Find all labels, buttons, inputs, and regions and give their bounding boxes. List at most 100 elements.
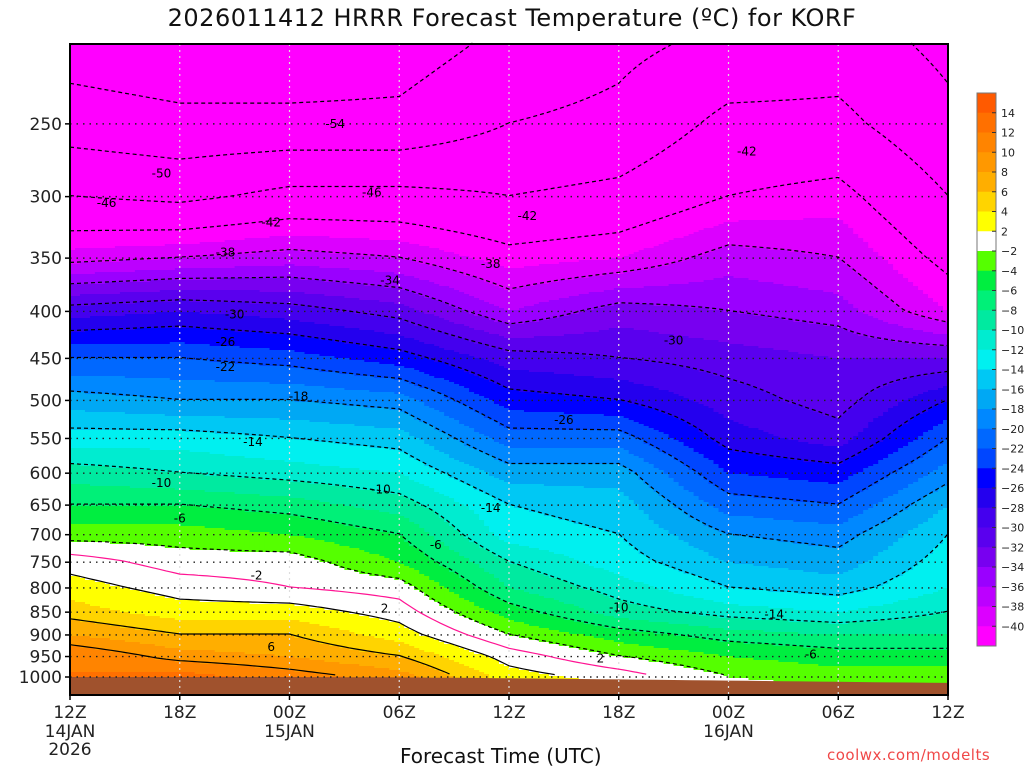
temperature-band-cell bbox=[519, 370, 525, 392]
temperature-band-cell bbox=[658, 452, 665, 470]
temperature-band-cell bbox=[449, 526, 455, 550]
temperature-band-cell bbox=[224, 418, 231, 434]
temperature-band-cell bbox=[753, 644, 759, 660]
temperature-band-cell bbox=[868, 508, 874, 530]
temperature-band-cell bbox=[234, 290, 241, 302]
temperature-band-cell bbox=[543, 352, 550, 372]
temperature-band-cell bbox=[553, 630, 560, 644]
temperature-band-cell bbox=[459, 598, 465, 616]
x-tick-sub: 16JAN bbox=[703, 722, 754, 742]
temperature-band-cell bbox=[219, 652, 226, 664]
temperature-band-cell bbox=[469, 276, 475, 296]
temperature-band-cell bbox=[134, 282, 141, 292]
temperature-band-cell bbox=[109, 330, 116, 344]
temperature-band-cell bbox=[229, 254, 236, 268]
temperature-band-cell bbox=[194, 258, 201, 268]
temperature-band-cell bbox=[204, 452, 211, 476]
temperature-band-cell bbox=[533, 448, 540, 464]
temperature-band-cell bbox=[294, 336, 301, 352]
temperature-band-cell bbox=[184, 634, 191, 650]
temperature-band-cell bbox=[908, 442, 914, 464]
temperature-band-cell bbox=[548, 44, 555, 264]
temperature-band-cell bbox=[214, 302, 221, 314]
temperature-band-cell bbox=[558, 394, 565, 412]
temperature-band-cell bbox=[379, 668, 385, 682]
temperature-band-cell bbox=[229, 382, 236, 400]
temperature-band-cell bbox=[164, 660, 171, 672]
temperature-band-cell bbox=[374, 286, 380, 300]
temperature-band-cell bbox=[384, 654, 390, 668]
temperature-band-cell bbox=[224, 652, 231, 664]
temperature-band-cell bbox=[638, 384, 645, 406]
temperature-band-cell bbox=[444, 252, 450, 270]
temperature-band-cell bbox=[394, 428, 400, 450]
colorbar-swatch bbox=[977, 488, 996, 509]
temperature-band-cell bbox=[583, 488, 590, 526]
temperature-band-cell bbox=[294, 516, 301, 536]
temperature-band-cell bbox=[698, 256, 705, 282]
temperature-band-cell bbox=[469, 510, 475, 542]
temperature-band-cell bbox=[713, 616, 720, 628]
temperature-band-cell bbox=[499, 558, 505, 582]
temperature-band-cell bbox=[229, 316, 236, 330]
temperature-band-cell bbox=[878, 606, 884, 620]
temperature-band-cell bbox=[359, 550, 365, 574]
temperature-band-cell bbox=[419, 484, 425, 506]
temperature-band-cell bbox=[688, 638, 695, 652]
credit-link[interactable]: coolwx.com/modelts bbox=[827, 746, 991, 764]
temperature-band-cell bbox=[808, 610, 814, 622]
temperature-band-cell bbox=[728, 344, 735, 380]
temperature-band-cell bbox=[339, 612, 345, 630]
temperature-band-cell bbox=[349, 44, 355, 238]
temperature-band-cell bbox=[548, 486, 555, 516]
temperature-band-cell bbox=[90, 358, 96, 376]
temperature-band-cell bbox=[409, 568, 415, 586]
temperature-band-cell bbox=[164, 430, 171, 450]
temperature-band-cell bbox=[748, 44, 755, 220]
temperature-band-cell bbox=[524, 266, 530, 286]
temperature-band-cell bbox=[543, 320, 550, 336]
temperature-band-cell bbox=[374, 408, 380, 428]
temperature-band-cell bbox=[813, 664, 819, 686]
temperature-band-cell bbox=[474, 654, 480, 670]
temperature-band-cell bbox=[314, 252, 320, 266]
temperature-band-cell bbox=[229, 602, 236, 620]
temperature-band-cell bbox=[119, 344, 126, 358]
temperature-band-cell bbox=[199, 452, 206, 474]
temperature-band-cell bbox=[314, 520, 320, 540]
temperature-band-cell bbox=[199, 416, 206, 432]
temperature-band-cell bbox=[314, 642, 320, 660]
temperature-band-cell bbox=[504, 634, 510, 666]
temperature-band-cell bbox=[728, 618, 735, 630]
temperature-band-cell bbox=[239, 434, 246, 456]
temperature-band-cell bbox=[633, 474, 640, 504]
temperature-band-cell bbox=[499, 336, 505, 350]
temperature-band-cell bbox=[888, 620, 894, 634]
temperature-band-cell bbox=[109, 394, 116, 412]
temperature-band-cell bbox=[169, 302, 176, 312]
temperature-band-cell bbox=[319, 540, 325, 562]
temperature-band-cell bbox=[194, 244, 201, 258]
temperature-band-cell bbox=[144, 44, 151, 246]
temperature-band-cell bbox=[563, 448, 570, 464]
temperature-band-cell bbox=[124, 642, 131, 654]
temperature-band-cell bbox=[299, 352, 306, 368]
temperature-band-cell bbox=[663, 530, 670, 566]
temperature-band-cell bbox=[449, 270, 455, 288]
temperature-band-cell bbox=[454, 324, 460, 338]
temperature-band-cell bbox=[494, 404, 500, 422]
temperature-band-cell bbox=[703, 280, 710, 308]
contour-label: -2 bbox=[251, 568, 263, 582]
temperature-band-cell bbox=[439, 494, 445, 518]
temperature-band-cell bbox=[239, 494, 246, 510]
temperature-band-cell bbox=[753, 538, 759, 566]
temperature-band-cell bbox=[833, 484, 839, 504]
temperature-band-cell bbox=[394, 366, 400, 380]
temperature-band-cell bbox=[85, 394, 91, 412]
temperature-band-cell bbox=[713, 340, 720, 376]
temperature-band-cell bbox=[628, 436, 635, 454]
temperature-band-cell bbox=[344, 526, 350, 546]
temperature-band-cell bbox=[778, 44, 784, 220]
temperature-band-cell bbox=[344, 284, 350, 298]
temperature-band-cell bbox=[459, 578, 465, 598]
